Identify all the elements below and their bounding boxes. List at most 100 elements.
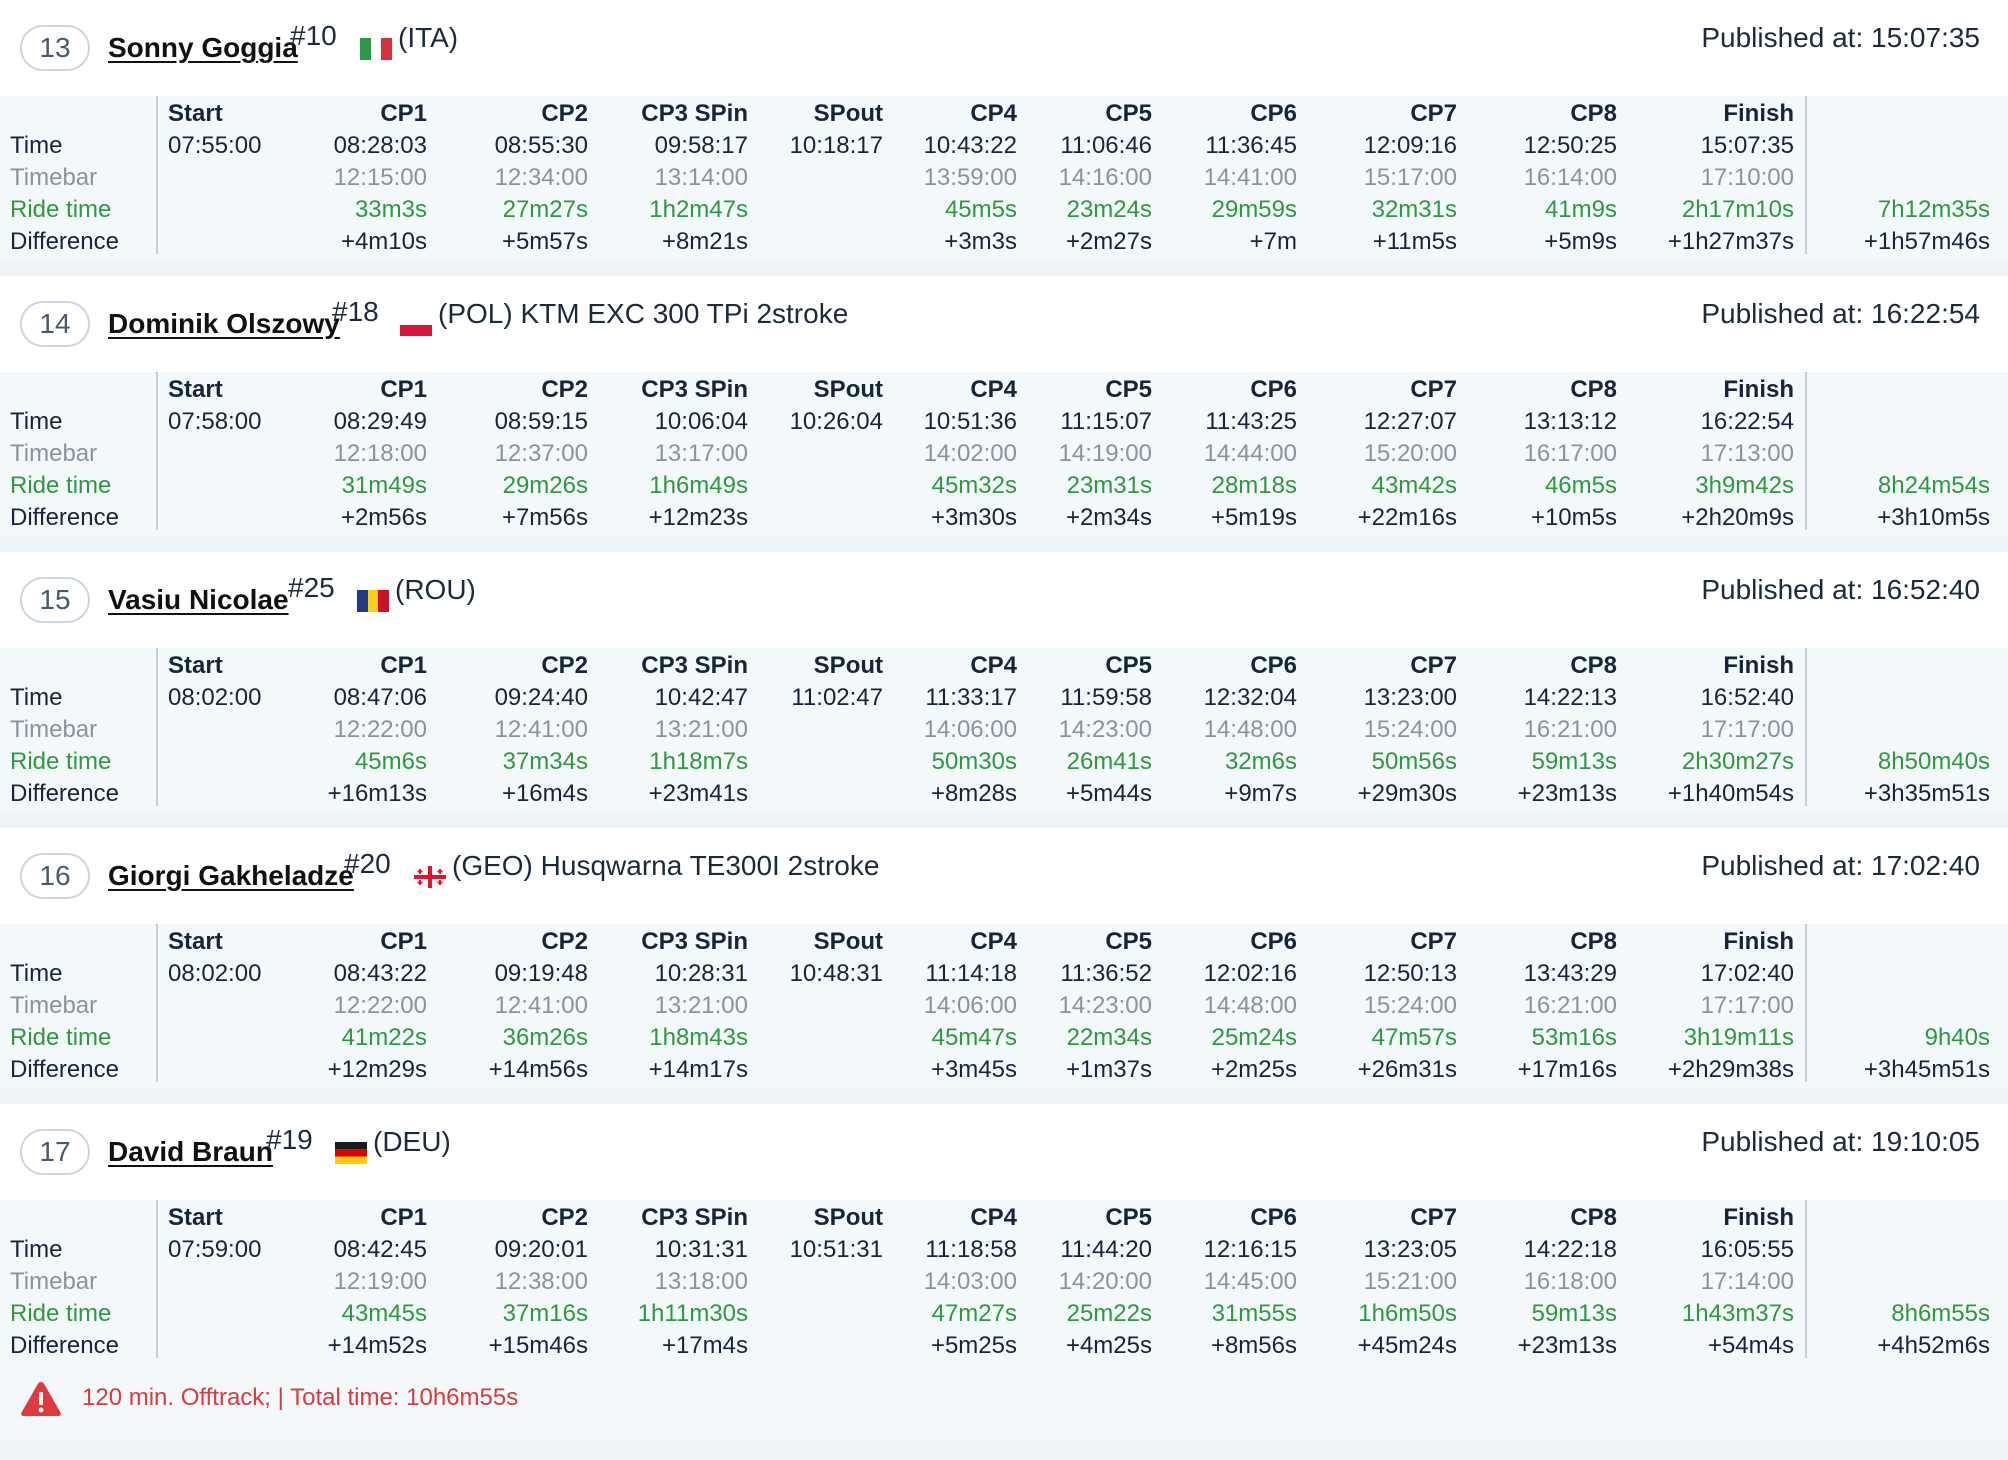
table-cell: 12:02:16 — [1203, 960, 1297, 987]
table-cell: 14:44:00 — [1203, 440, 1297, 467]
total-ride-time: 9h40s — [1924, 1024, 1990, 1051]
table-cell: 2h17m10s — [1681, 196, 1794, 223]
col-header-cp4: CP4 — [970, 376, 1017, 403]
col-header-cp6: CP6 — [1250, 928, 1297, 955]
table-cell: +5m25s — [930, 1332, 1017, 1359]
checkpoint-table: Start CP1 CP2 CP3 SPin SPout CP4 CP5 CP6 CP7 CP8 F… — [0, 1200, 2008, 1364]
table-cell: 14:41:00 — [1203, 164, 1297, 191]
table-cell: 25m24s — [1211, 1024, 1297, 1051]
table-cell: 1h43m37s — [1681, 1300, 1794, 1327]
table-cell: 31m49s — [341, 472, 427, 499]
table-cell: 41m22s — [341, 1024, 427, 1051]
table-cell: 13:23:00 — [1363, 684, 1457, 711]
table-cell: +23m41s — [648, 780, 748, 807]
table-cell: 45m5s — [944, 196, 1017, 223]
table-cell: 12:50:25 — [1523, 132, 1617, 159]
col-header-cp3-spin: CP3 SPin — [641, 376, 748, 403]
spacer — [0, 812, 2008, 828]
rider-name-link[interactable]: Dominik Olszowy — [108, 308, 340, 339]
table-cell: 12:50:13 — [1363, 960, 1457, 987]
table-cell: 16:18:00 — [1523, 1268, 1617, 1295]
table-cell: 12:15:00 — [333, 164, 427, 191]
table-cell: 12:32:04 — [1203, 684, 1297, 711]
total-ride-time: 7h12m35s — [1877, 196, 1990, 223]
published-at: Published at: 17:02:40 — [1701, 850, 1980, 882]
flag-geo-icon — [414, 866, 446, 888]
col-header-finish: Finish — [1723, 100, 1794, 127]
rider-name-link[interactable]: David Braun — [108, 1136, 273, 1167]
table-cell: +2m34s — [1065, 504, 1152, 531]
divider — [1805, 924, 1807, 1082]
table-cell: 08:59:15 — [494, 408, 588, 435]
col-header-start: Start — [168, 652, 223, 679]
column-header-row: Start CP1 CP2 CP3 SPin SPout CP4 CP5 CP6 CP7 CP8 F… — [0, 926, 2008, 958]
rider-country: (ROU) — [395, 574, 476, 605]
table-cell: 13:14:00 — [654, 164, 748, 191]
table-cell: +12m23s — [648, 504, 748, 531]
rider-name-link[interactable]: Vasiu Nicolae — [108, 584, 289, 615]
col-header-cp8: CP8 — [1570, 100, 1617, 127]
table-cell: 17:17:00 — [1700, 992, 1794, 1019]
table-cell: 15:17:00 — [1363, 164, 1457, 191]
table-cell: +3m3s — [944, 228, 1017, 255]
col-header-cp7: CP7 — [1410, 652, 1457, 679]
checkpoint-table: Start CP1 CP2 CP3 SPin SPout CP4 CP5 CP6 CP7 CP8 F… — [0, 96, 2008, 260]
table-cell: 3h19m11s — [1683, 1024, 1794, 1051]
table-cell: 37m34s — [502, 748, 588, 775]
flag-deu-icon — [335, 1142, 367, 1164]
table-cell: +7m56s — [501, 504, 588, 531]
table-cell: +3m45s — [930, 1056, 1017, 1083]
table-cell: +2m25s — [1210, 1056, 1297, 1083]
table-cell: 08:29:49 — [333, 408, 427, 435]
rider-name-link[interactable]: Sonny Goggia — [108, 32, 298, 63]
published-time: 19:10:05 — [1871, 1126, 1980, 1157]
checkpoint-table: Start CP1 CP2 CP3 SPin SPout CP4 CP5 CP6 CP7 CP8 F… — [0, 648, 2008, 812]
checkpoint-table: Start CP1 CP2 CP3 SPin SPout CP4 CP5 CP6 CP7 CP8 F… — [0, 924, 2008, 1088]
col-header-cp5: CP5 — [1105, 1204, 1152, 1231]
row-label: Ride time — [10, 748, 112, 775]
table-cell: 17:13:00 — [1700, 440, 1794, 467]
timebar-row: Timebar 12:22:00 12:41:00 13:21:00 14:06:00 1… — [0, 990, 2008, 1022]
rider-name-link[interactable]: Giorgi Gakheladze — [108, 860, 354, 891]
col-header-cp3-spin: CP3 SPin — [641, 652, 748, 679]
ride-time-row: Ride time 43m45s 37m16s 1h11m30s 47m27s 25m22… — [0, 1298, 2008, 1330]
published-at: Published at: 15:07:35 — [1701, 22, 1980, 54]
timebar-row: Timebar 12:15:00 12:34:00 13:14:00 13:59:00 1… — [0, 162, 2008, 194]
table-cell: 12:34:00 — [494, 164, 588, 191]
col-header-cp5: CP5 — [1105, 652, 1152, 679]
time-row: Time 07:58:00 08:29:49 08:59:15 10:06:04 10:2… — [0, 406, 2008, 438]
table-cell: 43m42s — [1371, 472, 1457, 499]
table-cell: 3h9m42s — [1695, 472, 1794, 499]
table-cell: 36m26s — [502, 1024, 588, 1051]
col-header-cp3-spin: CP3 SPin — [641, 1204, 748, 1231]
table-cell: +1h40m54s — [1667, 780, 1794, 807]
table-cell: 11:18:58 — [925, 1236, 1017, 1263]
table-cell: 10:28:31 — [654, 960, 748, 987]
table-cell: 10:06:04 — [654, 408, 748, 435]
table-cell: +2m27s — [1065, 228, 1152, 255]
divider — [1805, 372, 1807, 530]
published-label: Published at: — [1701, 850, 1864, 881]
row-label: Timebar — [10, 164, 98, 191]
table-cell: 33m3s — [354, 196, 427, 223]
table-cell: 37m16s — [502, 1300, 588, 1327]
table-cell: 09:58:17 — [654, 132, 748, 159]
table-cell: 32m31s — [1371, 196, 1457, 223]
row-label: Timebar — [10, 440, 98, 467]
col-header-finish: Finish — [1723, 928, 1794, 955]
published-label: Published at: — [1701, 574, 1864, 605]
table-cell: 13:43:29 — [1523, 960, 1617, 987]
table-cell: +5m57s — [501, 228, 588, 255]
timebar-row: Timebar 12:19:00 12:38:00 13:18:00 14:03:00 1… — [0, 1266, 2008, 1298]
rider-header: 15 Vasiu Nicolae #25 (ROU) Published at: 16:… — [0, 552, 2008, 648]
column-header-row: Start CP1 CP2 CP3 SPin SPout CP4 CP5 CP6 CP7 CP8 F… — [0, 1202, 2008, 1234]
table-cell: 11:33:17 — [925, 684, 1017, 711]
table-cell: 53m16s — [1531, 1024, 1617, 1051]
table-cell: 13:13:12 — [1523, 408, 1617, 435]
flag-pol-icon — [400, 314, 432, 336]
col-header-cp5: CP5 — [1105, 376, 1152, 403]
table-cell: +45m24s — [1357, 1332, 1457, 1359]
rider-country: (DEU) — [373, 1126, 451, 1157]
table-cell: +5m44s — [1065, 780, 1152, 807]
